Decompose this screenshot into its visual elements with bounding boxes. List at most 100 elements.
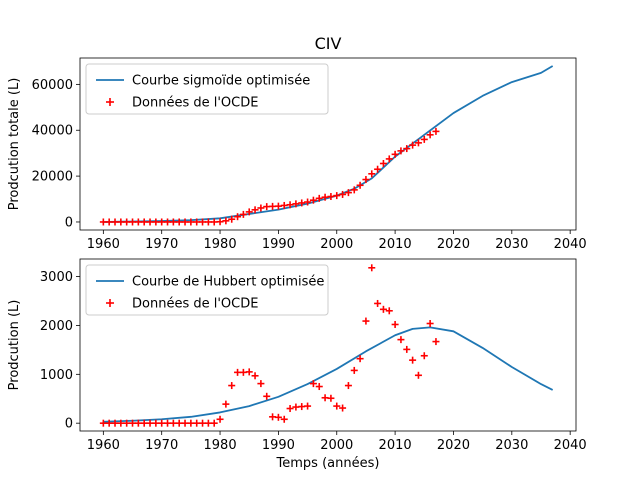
bottom-data-point (280, 415, 288, 423)
top-data-point (409, 141, 417, 149)
bottom-data-point (111, 419, 119, 427)
bottom-data-point (129, 419, 137, 427)
top-data-point (350, 186, 358, 194)
bottom-data-layer (99, 264, 554, 427)
bottom-data-point (99, 419, 107, 427)
top-chart: 1960 1970 1980 1990 2000 2010 2020 2030 2040 0 200… (7, 57, 587, 252)
bottom-data-point (385, 307, 393, 315)
top-data-point (123, 218, 131, 226)
bottom-data-point (391, 320, 399, 328)
bottom-data-point (199, 419, 207, 427)
top-data-point (210, 218, 218, 226)
top-data-point (426, 131, 434, 139)
bottom-data-point (210, 419, 218, 427)
bottom-data-point (327, 394, 335, 402)
bottom-legend: Courbe de Hubbert optimisée Données de l'… (85, 264, 329, 316)
bottom-data-point (420, 352, 428, 360)
bottom-data-point (158, 419, 166, 427)
bottom-data-point (234, 368, 242, 376)
bottom-data-point (164, 419, 172, 427)
top-y-tick-label: 40000 (32, 124, 73, 139)
chart-title: CIV (315, 34, 342, 53)
top-data-point (239, 210, 247, 218)
top-legend: Courbe sigmoïde optimisée Données de l'OC… (85, 63, 329, 115)
top-data-point (193, 218, 201, 226)
top-data-point (391, 150, 399, 158)
bottom-data-point (426, 320, 434, 327)
bottom-data-point (193, 419, 201, 427)
bottom-data-point (350, 366, 358, 374)
top-data-layer (99, 65, 554, 226)
bottom-data-point (269, 413, 277, 421)
bottom-x-tick-label: 1980 (204, 438, 237, 453)
bottom-data-point (432, 338, 440, 346)
bottom-data-point (123, 419, 131, 427)
bottom-chart: 1960 1970 1980 1990 2000 2010 2020 2030 2040 0 100… (7, 258, 587, 471)
top-data-point (374, 165, 382, 173)
bottom-x-axis-label: Temps (années) (276, 456, 380, 471)
top-data-point (368, 170, 376, 178)
bottom-data-point (117, 419, 125, 427)
bottom-data-point (251, 372, 259, 380)
bottom-data-point (140, 419, 148, 427)
bottom-fitted-curve-line (103, 326, 554, 423)
bottom-x-tick-label: 1970 (145, 438, 178, 453)
bottom-data-point (222, 400, 230, 408)
top-y-tick-label: 20000 (32, 170, 73, 185)
bottom-data-point (321, 394, 329, 402)
top-data-point (403, 145, 411, 153)
top-data-point (286, 201, 294, 209)
bottom-data-point (414, 371, 422, 379)
bottom-data-point (146, 419, 154, 427)
top-data-point (315, 194, 323, 202)
top-data-point (420, 135, 428, 143)
bottom-data-point (304, 402, 312, 410)
top-x-tick-label: 1980 (204, 237, 237, 252)
bottom-data-point (379, 305, 387, 313)
bottom-plot-frame (79, 258, 577, 432)
top-data-point (199, 218, 207, 226)
bottom-data-point (368, 264, 376, 272)
top-data-point (105, 218, 113, 226)
bottom-data-point (257, 380, 265, 388)
top-data-point (152, 218, 160, 226)
bottom-data-point (403, 345, 411, 353)
bottom-data-point (333, 402, 341, 410)
bottom-data-point (181, 419, 189, 427)
bottom-y-tick-label: 0 (65, 417, 73, 432)
bottom-data-point (216, 415, 224, 423)
bottom-y-tick-label: 1000 (40, 368, 73, 383)
bottom-x-tick-label: 2030 (495, 438, 528, 453)
bottom-data-point (315, 383, 323, 391)
top-x-tick-label: 2030 (495, 237, 528, 252)
bottom-data-point (356, 355, 364, 363)
top-legend-label: Courbe sigmoïde optimisée (132, 74, 310, 89)
top-data-point (111, 218, 119, 226)
top-data-point (181, 218, 189, 226)
top-data-point (175, 218, 183, 226)
bottom-data-point (274, 413, 282, 421)
top-data-point (99, 218, 107, 226)
top-y-tick-label: 60000 (32, 78, 73, 93)
bottom-data-point (187, 419, 195, 427)
top-x-tick-label: 1960 (87, 237, 120, 252)
top-data-point (146, 218, 154, 226)
bottom-data-point (292, 403, 300, 411)
top-data-point (397, 147, 405, 155)
top-data-point (169, 218, 177, 226)
top-data-point (245, 208, 253, 216)
bottom-legend-box (85, 264, 329, 316)
top-data-point (164, 218, 172, 226)
top-data-point (228, 215, 236, 223)
top-data-point (263, 203, 271, 211)
top-data-point (327, 193, 335, 201)
top-data-point (321, 193, 329, 201)
top-data-point (234, 213, 242, 221)
top-data-point (269, 202, 277, 210)
bottom-data-point (169, 419, 177, 427)
top-data-point (280, 201, 288, 209)
top-plot-frame (79, 57, 577, 231)
top-data-point (257, 204, 265, 212)
bottom-data-point (175, 419, 183, 427)
